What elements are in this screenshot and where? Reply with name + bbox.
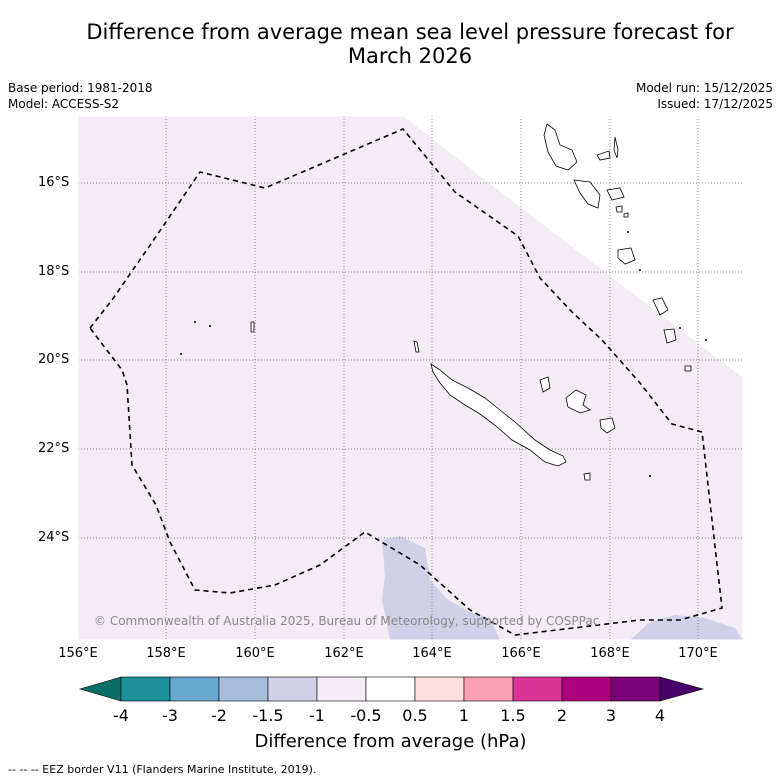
colorbar-tick: -1 [309,706,325,725]
negative-anomaly-region-southeast [630,615,743,640]
coastlines [250,123,692,481]
lat-label-18s: 18°S [38,264,70,279]
lon-label-162e: 162°E [324,646,364,661]
neutral-anomaly-region [403,116,743,378]
vanuatu-erromango [617,247,636,265]
eez-border [88,128,723,636]
colorbar-segment [463,676,514,702]
colorbar-segment [610,676,661,702]
colorbar-segment [267,676,318,702]
colorbar-tick: -3 [162,706,178,725]
loyalty-island-ouvea [539,376,551,393]
colorbar-segment [169,676,220,702]
colorbar-tick: 1.5 [500,706,526,725]
lon-label-164e: 164°E [412,646,452,661]
lon-label-158e: 158°E [146,646,186,661]
colorbar-tick: 1 [458,706,470,725]
lat-label-24s: 24°S [38,530,70,545]
colorbar-tick: 3 [605,706,617,725]
vanuatu-tanna [652,297,669,316]
colorbar-tick: -1.5 [252,706,284,725]
colorbar-segment [316,676,367,702]
loyalty-island-mare [599,417,616,434]
colorbar-tick: 2 [556,706,568,725]
belep-islands [413,340,420,353]
colorbar-segment [365,676,416,702]
lat-label-22s: 22°S [38,441,70,456]
negative-anomaly-region-south [382,536,500,640]
vanuatu-maewo [613,136,619,159]
vanuatu-malekula [573,179,601,209]
lon-label-160e: 160°E [235,646,275,661]
lat-label-20s: 20°S [38,352,70,367]
vanuatu-ambae [596,150,611,161]
chesterfield-reef [250,321,255,333]
base-period: Base period: 1981-2018 [8,81,153,95]
issued-date: Issued: 17/12/2025 [657,97,773,111]
model-run: Model run: 15/12/2025 [635,81,773,95]
lon-label-170e: 170°E [678,646,718,661]
small-islets [180,231,707,477]
map-title: Difference from average mean sea level p… [0,20,781,68]
copyright-credit: © Commonwealth of Australia 2025, Bureau… [94,614,600,628]
colorbar-tick: -0.5 [350,706,382,725]
colorbar-tick: -2 [211,706,227,725]
title-line-2: March 2026 [347,44,473,68]
colorbar-tick: -4 [113,706,129,725]
vanuatu-small-island [615,205,623,213]
eez-footnote: -- -- -- EEZ border V11 (Flanders Marine… [8,763,317,776]
colorbar-label: Difference from average (hPa) [254,731,527,752]
matthew-hunter-island [684,365,692,372]
isle-of-pines [583,472,591,481]
new-caledonia-island [430,363,567,467]
map-frame [77,115,744,641]
colorbar-segment [120,676,171,702]
loyalty-island-lifou [565,389,591,414]
colorbar-tick: 4 [654,706,666,725]
colorbar-segment [561,676,612,702]
meta-left: Base period: 1981-2018 Model: ACCESS-S2 [8,80,153,112]
colorbar-extend-low [78,676,122,702]
vanuatu-efate [606,187,625,201]
colorbar-segment [218,676,269,702]
colorbar-segment [512,676,563,702]
lat-label-16s: 16°S [38,175,70,190]
model-name: Model: ACCESS-S2 [8,97,120,111]
graticule [78,116,743,640]
title-line-1: Difference from average mean sea level p… [86,20,734,44]
vanuatu-small-island-2 [623,212,629,218]
colorbar-segment [414,676,465,702]
colorbar-tick: 0.5 [402,706,428,725]
colorbar-extend-high [659,676,705,702]
vanuatu-espiritu-santo [543,123,578,171]
colorbar [78,676,705,702]
lon-label-168e: 168°E [590,646,630,661]
lon-label-156e: 156°E [58,646,98,661]
lon-label-166e: 166°E [501,646,541,661]
vanuatu-aneityum [663,328,677,344]
meta-right: Model run: 15/12/2025 Issued: 17/12/2025 [636,80,773,112]
